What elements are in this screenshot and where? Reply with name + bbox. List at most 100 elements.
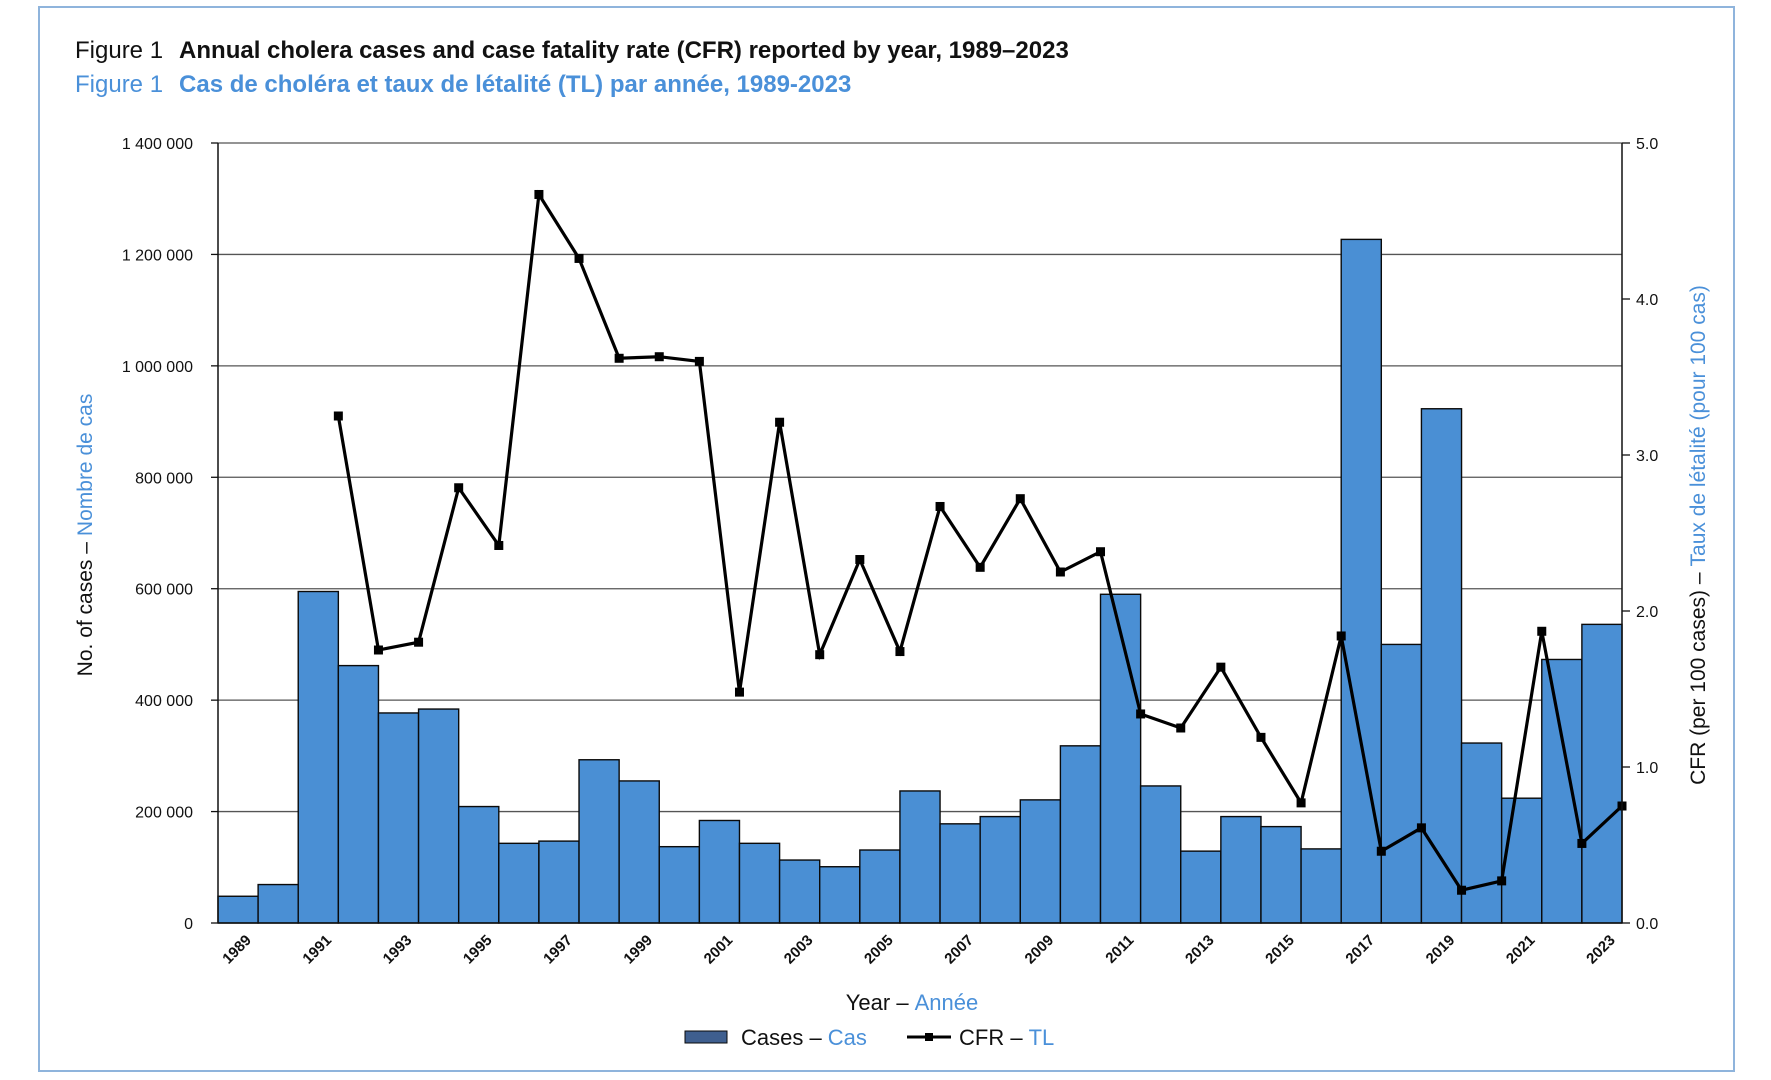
cfr-point-1998 — [614, 353, 624, 363]
cfr-point-2000 — [694, 356, 704, 366]
x-tick-label: 2005 — [861, 932, 897, 968]
bar-cases-1992 — [337, 664, 380, 924]
figure-frame — [38, 6, 1735, 1072]
y-right-tick-label: 1.0 — [1636, 760, 1658, 777]
y-left-tick-label: 800 000 — [135, 470, 193, 487]
cfr-point-2017 — [1376, 846, 1386, 856]
bar-cases-2015 — [1260, 825, 1302, 924]
y-left-tick-label: 600 000 — [135, 582, 193, 599]
bar-cases-2011 — [1099, 593, 1142, 924]
cfr-point-2018 — [1416, 823, 1426, 833]
cfr-point-2002 — [775, 417, 785, 427]
cfr-point-1991 — [333, 411, 343, 421]
y-left-tick-label: 400 000 — [135, 693, 193, 710]
x-tick-label: 2013 — [1182, 932, 1218, 968]
bar-cases-2007 — [939, 823, 981, 924]
y-left-tick-label: 0 — [184, 916, 193, 933]
cfr-point-2003 — [815, 650, 825, 660]
bar-cases-2003 — [778, 859, 821, 924]
bar-cases-2016 — [1300, 848, 1342, 924]
x-tick-label: 2011 — [1102, 932, 1137, 967]
y-left-tick-labels: 0 200 000 400 000 600 000 800 000 1 000 000 1 … — [122, 136, 193, 933]
bar-cases-2019 — [1420, 408, 1463, 924]
bar-cases-1995 — [457, 805, 500, 924]
bar-cases-2009 — [1019, 799, 1062, 924]
x-tick-label: 1995 — [460, 932, 496, 968]
x-tick-label: 2001 — [701, 932, 737, 968]
cfr-point-2006 — [935, 501, 945, 511]
bar-cases-2023 — [1581, 623, 1623, 924]
x-tick-label: 2021 — [1503, 932, 1539, 968]
y-right-tick-label: 5.0 — [1636, 136, 1658, 153]
bar-cases-1993 — [377, 712, 420, 924]
cfr-point-2011 — [1136, 709, 1146, 719]
bar-cases-2005 — [859, 849, 901, 924]
y-right-tick-label: 4.0 — [1636, 292, 1658, 309]
bar-cases-2013 — [1180, 850, 1222, 924]
cfr-point-2005 — [895, 647, 905, 657]
y-left-tick-label: 1 400 000 — [122, 136, 193, 153]
cfr-point-2021 — [1537, 626, 1547, 636]
y-right-tick-label: 2.0 — [1636, 604, 1658, 621]
cfr-point-1997 — [574, 253, 584, 263]
x-tick-label: 2009 — [1022, 932, 1058, 968]
cfr-point-2014 — [1256, 732, 1266, 742]
bar-cases-1997 — [538, 840, 580, 924]
bar-cases-2008 — [979, 815, 1021, 924]
axes — [211, 142, 1630, 924]
x-tick-label: 2003 — [781, 932, 817, 968]
chart-title-fr: Cas de choléra et taux de létalité (TL) … — [179, 71, 851, 98]
cfr-point-2008 — [1015, 494, 1025, 504]
x-axis-title: Year – Année — [846, 990, 978, 1015]
bar-cases-2002 — [738, 842, 781, 924]
bar-cases-1991 — [297, 590, 340, 924]
chart-header: Figure 1 Annual cholera cases and case fa… — [75, 37, 1069, 98]
title-prefix-en: Figure 1 — [75, 37, 163, 64]
cfr-point-2001 — [734, 687, 744, 697]
cfr-point-1995 — [494, 540, 504, 550]
cfr-point-1993 — [414, 637, 424, 647]
x-tick-label: 1997 — [540, 932, 576, 968]
cfr-point-2004 — [855, 555, 865, 565]
title-prefix-fr: Figure 1 — [75, 71, 163, 98]
y-right-tick-label: 3.0 — [1636, 448, 1658, 465]
legend-label-cfr: CFR – TL — [959, 1025, 1054, 1050]
bar-cases-2018 — [1380, 643, 1423, 924]
x-tick-label: 2023 — [1583, 932, 1619, 968]
x-tick-label: 1999 — [620, 932, 656, 968]
y-left-tick-label: 200 000 — [135, 805, 193, 822]
bar-cases-2000 — [658, 845, 701, 924]
cfr-point-2016 — [1336, 631, 1346, 641]
bar-cases-1999 — [618, 780, 660, 924]
cfr-point-2010 — [1096, 547, 1106, 557]
bar-cases-1994 — [417, 708, 460, 924]
x-tick-label: 1989 — [219, 932, 255, 968]
bar-cases-2004 — [819, 866, 861, 924]
x-tick-label: 2019 — [1423, 932, 1459, 968]
y-left-tick-label: 1 000 000 — [122, 359, 193, 376]
chart-title-en: Annual cholera cases and case fatality r… — [179, 37, 1069, 64]
cfr-point-2015 — [1296, 798, 1306, 808]
bar-cases-1998 — [578, 759, 620, 924]
cfr-point-2019 — [1457, 885, 1467, 895]
bar-cases-2014 — [1220, 815, 1262, 924]
bar-cases-1990 — [257, 883, 299, 924]
legend-label-cases: Cases – Cas — [741, 1025, 867, 1050]
x-tick-label: 2015 — [1262, 932, 1298, 968]
cfr-point-1999 — [654, 352, 664, 362]
bar-cases-2006 — [899, 790, 941, 924]
bar-cases-1989 — [217, 895, 259, 924]
bar-cases-2020 — [1460, 742, 1503, 924]
y-left-tick-label: 1 200 000 — [122, 247, 193, 264]
cfr-point-2009 — [1055, 567, 1065, 577]
cfr-point-1992 — [373, 645, 383, 655]
bar-cases-2010 — [1059, 745, 1102, 924]
x-tick-label: 1993 — [380, 932, 416, 968]
cfr-point-1994 — [454, 483, 464, 493]
legend-marker-cfr — [925, 1033, 933, 1041]
x-tick-labels: 1989 1991 1993 1995 1997 1999 2001 2003 2005 2007… — [219, 932, 1619, 968]
cfr-point-2020 — [1497, 876, 1507, 886]
